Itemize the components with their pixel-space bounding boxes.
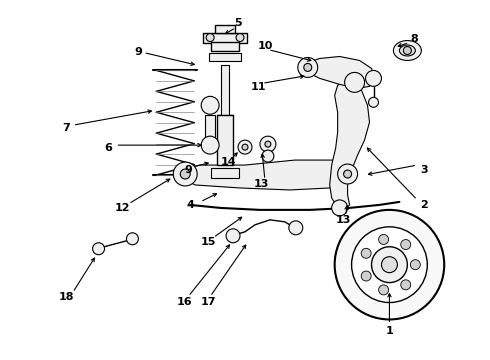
Text: 4: 4	[186, 200, 194, 210]
Circle shape	[201, 96, 219, 114]
Circle shape	[236, 33, 244, 41]
Polygon shape	[330, 80, 369, 210]
Circle shape	[338, 164, 358, 184]
Circle shape	[201, 136, 219, 154]
Circle shape	[173, 162, 197, 186]
Circle shape	[332, 200, 347, 216]
Text: 3: 3	[420, 165, 428, 175]
Circle shape	[410, 260, 420, 270]
Bar	[217, 115, 233, 165]
Text: 11: 11	[250, 82, 266, 93]
Circle shape	[126, 233, 138, 245]
Text: 8: 8	[411, 33, 418, 44]
Text: 2: 2	[420, 200, 428, 210]
Circle shape	[352, 227, 427, 302]
Text: 10: 10	[257, 41, 272, 50]
Circle shape	[366, 71, 382, 86]
Circle shape	[238, 140, 252, 154]
Circle shape	[361, 248, 371, 258]
Bar	[215, 24, 235, 32]
Circle shape	[403, 46, 412, 54]
Text: 9: 9	[184, 165, 192, 175]
Circle shape	[368, 97, 378, 107]
Circle shape	[242, 144, 248, 150]
Text: 9: 9	[134, 48, 143, 58]
Circle shape	[304, 63, 312, 71]
Circle shape	[262, 150, 274, 162]
Circle shape	[298, 58, 318, 77]
Circle shape	[401, 239, 411, 249]
Text: 7: 7	[62, 123, 70, 133]
Circle shape	[180, 169, 190, 179]
Text: 18: 18	[59, 292, 74, 302]
Text: 12: 12	[115, 203, 130, 213]
Bar	[209, 54, 241, 62]
Bar	[211, 41, 239, 51]
Text: 16: 16	[176, 297, 192, 306]
Bar	[211, 168, 239, 178]
Circle shape	[335, 210, 444, 319]
Text: 13: 13	[253, 179, 269, 189]
Circle shape	[344, 72, 365, 92]
Circle shape	[379, 285, 389, 295]
Circle shape	[226, 229, 240, 243]
Bar	[203, 32, 247, 42]
Circle shape	[343, 170, 352, 178]
Text: 14: 14	[220, 157, 236, 167]
Circle shape	[265, 141, 271, 147]
Bar	[221, 66, 229, 115]
Text: 15: 15	[200, 237, 216, 247]
Circle shape	[382, 257, 397, 273]
Circle shape	[93, 243, 104, 255]
Text: 17: 17	[200, 297, 216, 306]
Circle shape	[206, 33, 214, 41]
Bar	[205, 115, 215, 145]
Polygon shape	[185, 160, 347, 190]
Text: 1: 1	[386, 327, 393, 336]
Polygon shape	[305, 57, 374, 88]
Ellipse shape	[399, 45, 416, 56]
Text: 6: 6	[104, 143, 113, 153]
Circle shape	[361, 271, 371, 281]
Circle shape	[401, 280, 411, 290]
Circle shape	[371, 247, 407, 283]
Text: 5: 5	[234, 18, 242, 28]
Circle shape	[379, 234, 389, 244]
Text: 13: 13	[336, 215, 351, 225]
Ellipse shape	[393, 41, 421, 60]
Circle shape	[260, 136, 276, 152]
Circle shape	[289, 221, 303, 235]
